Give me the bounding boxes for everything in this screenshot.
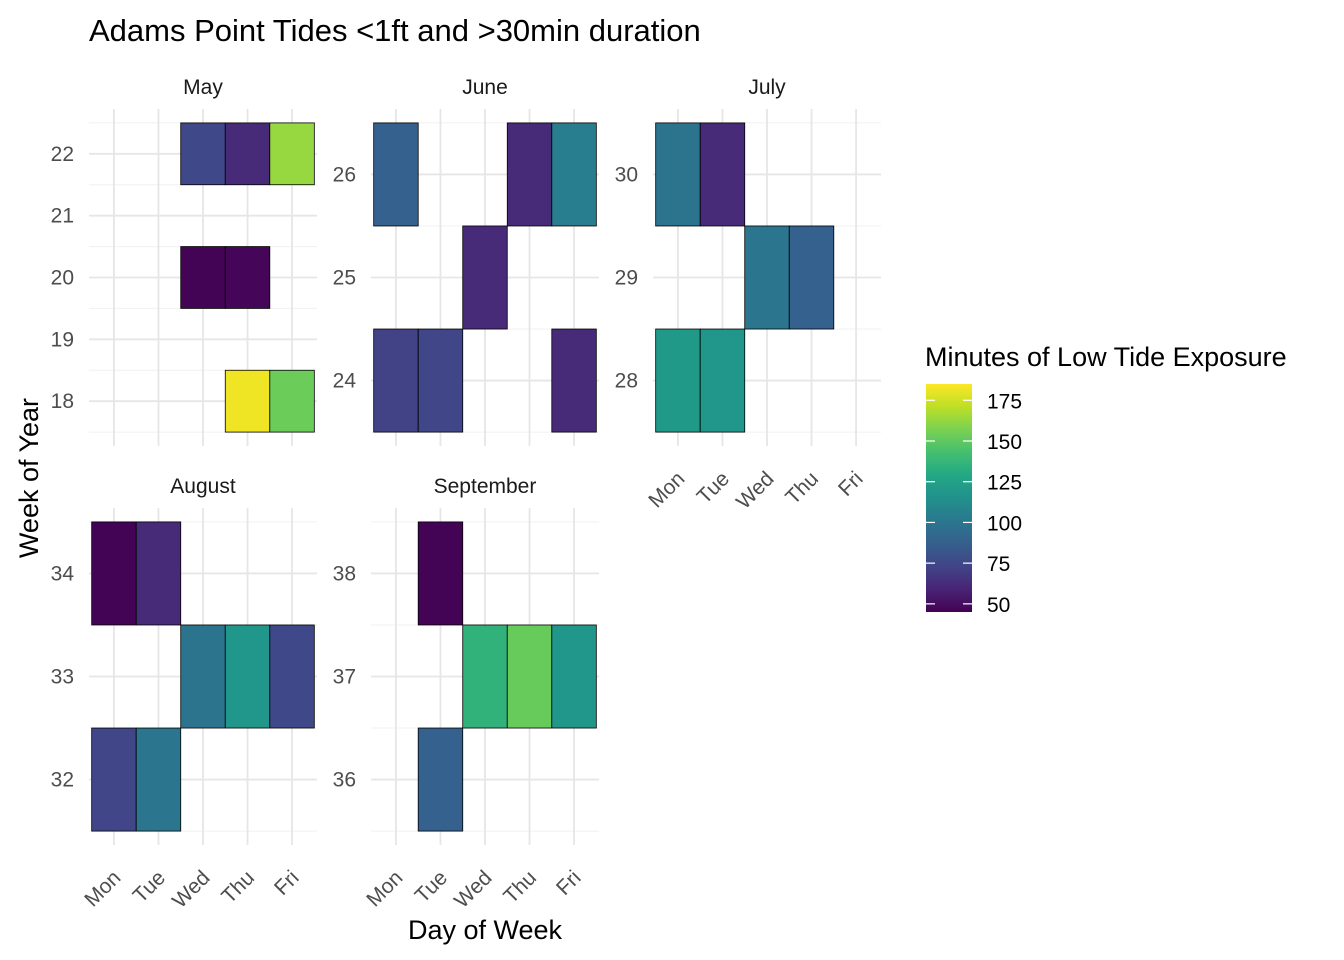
heatmap-tile	[417, 328, 464, 433]
x-tick-label: Mon	[362, 866, 407, 911]
heatmap-tile	[224, 624, 271, 729]
heatmap-tile	[180, 246, 226, 309]
heatmap-tile	[506, 624, 553, 729]
x-tick-label: Wed	[168, 866, 215, 913]
heatmap-tile	[180, 624, 226, 729]
heatmap-tile	[655, 328, 701, 433]
x-tick-label: Thu	[781, 467, 823, 509]
y-tick-label: 38	[333, 562, 356, 585]
y-tick-label: 21	[51, 205, 74, 228]
heatmap-tile	[180, 122, 226, 186]
heatmap-tile	[135, 727, 182, 832]
y-tick-label: 28	[615, 370, 638, 393]
heatmap-tile	[744, 225, 790, 330]
heatmap-tile	[224, 122, 271, 186]
heatmap-tile	[373, 328, 419, 433]
y-axis-label: Week of Year	[14, 398, 44, 558]
facet-panel-may: 18 19 20 21 22 May	[51, 76, 317, 446]
heatmap-tile	[462, 624, 508, 729]
heatmap-tile	[91, 727, 137, 832]
heatmap-tile	[551, 624, 597, 729]
legend-tick-label: 125	[987, 472, 1022, 495]
heatmap-tile	[224, 369, 271, 433]
heatmap-tile	[551, 328, 597, 433]
heatmap-tile	[655, 122, 701, 227]
x-tick-label: Thu	[499, 866, 541, 908]
heatmap-tile	[224, 246, 271, 309]
heatmap-tile	[462, 225, 508, 330]
heatmap-tile	[699, 328, 746, 433]
x-tick-label: Mon	[644, 467, 689, 512]
heatmap-tile	[788, 225, 835, 330]
legend-tick-label: 100	[987, 512, 1022, 535]
y-tick-label: 30	[615, 163, 638, 186]
x-tick-label: Fri	[270, 866, 304, 900]
x-tick-label: Tue	[411, 866, 452, 907]
facet-strip-label: May	[183, 76, 223, 99]
x-axis-label: Day of Week	[408, 915, 563, 945]
heatmap-tile	[551, 122, 597, 227]
legend: Minutes of Low Tide Exposure 50 75 100 125 1…	[925, 342, 1287, 617]
legend-ticks: 50 75 100 125 150 175	[926, 390, 1022, 617]
facet-strip-label: June	[462, 76, 508, 99]
legend-tick-label: 150	[987, 431, 1022, 454]
y-tick-label: 19	[51, 328, 74, 351]
heatmap-tile	[506, 122, 553, 227]
chart-title: Adams Point Tides <1ft and >30min durati…	[89, 13, 701, 48]
y-tick-label: 32	[51, 769, 74, 792]
y-tick-label: 36	[333, 769, 356, 792]
x-tick-label: Tue	[129, 866, 170, 907]
y-tick-label: 24	[333, 370, 357, 393]
facet-panel-june: 24 25 26 June	[333, 76, 599, 446]
legend-title: Minutes of Low Tide Exposure	[925, 342, 1287, 372]
y-tick-label: 22	[51, 143, 74, 166]
heatmap-tile	[417, 727, 464, 832]
legend-tick-label: 50	[987, 594, 1010, 617]
legend-tick-label: 75	[987, 553, 1010, 576]
legend-colorbar	[926, 384, 972, 612]
heatmap-tile	[417, 521, 464, 626]
heatmap-tile	[699, 122, 746, 227]
legend-tick-label: 175	[987, 390, 1022, 413]
y-tick-label: 33	[51, 666, 74, 689]
facet-strip-label: August	[170, 475, 236, 498]
x-tick-label: Wed	[732, 467, 779, 514]
facet-strip-label: September	[434, 475, 537, 498]
x-tick-label: Mon	[80, 866, 125, 911]
facet-strip-label: July	[748, 76, 786, 99]
y-tick-label: 37	[333, 666, 356, 689]
x-tick-label: Fri	[834, 467, 868, 501]
y-tick-label: 20	[51, 267, 74, 290]
x-tick-label: Wed	[450, 866, 497, 913]
x-tick-label: Fri	[552, 866, 586, 900]
x-tick-label: Thu	[217, 866, 259, 908]
heatmap-tile	[373, 122, 419, 227]
y-tick-label: 18	[51, 390, 74, 413]
y-tick-label: 29	[615, 267, 638, 290]
x-tick-label: Tue	[693, 467, 734, 508]
heatmap-tile	[269, 122, 315, 186]
heatmap-tile	[135, 521, 182, 626]
y-tick-label: 34	[51, 562, 75, 585]
y-tick-label: 26	[333, 163, 356, 186]
heatmap-tile	[269, 369, 315, 433]
heatmap-tile	[269, 624, 315, 729]
heatmap-tile	[91, 521, 137, 626]
y-tick-label: 25	[333, 267, 356, 290]
